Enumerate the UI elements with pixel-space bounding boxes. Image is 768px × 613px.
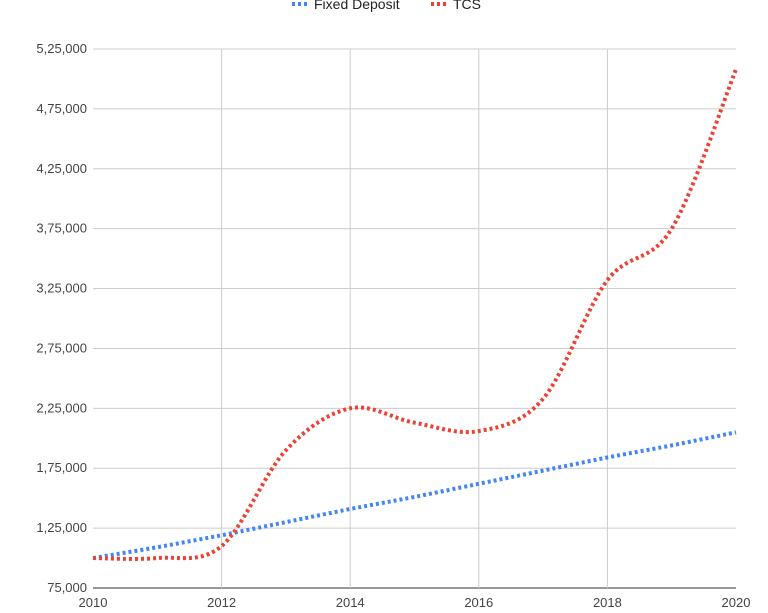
x-tick-label: 2010: [79, 595, 108, 610]
y-tick-label: 3,25,000: [36, 281, 87, 296]
series-line-tcs: [92, 68, 738, 561]
y-axis-ticks: 75,000 1,25,000 1,75,000 2,25,000 2,75,000 3,…: [36, 41, 87, 595]
y-tick-label: 2,75,000: [36, 340, 87, 355]
legend-label-fixed-deposit: Fixed Deposit: [314, 0, 400, 12]
x-tick-label: 2020: [722, 595, 751, 610]
legend: Fixed Deposit TCS: [292, 0, 481, 12]
legend-label-tcs: TCS: [453, 0, 481, 12]
y-tick-label: 5,25,000: [36, 41, 87, 56]
x-axis-ticks: 2010 2012 2014 2016 2018 2020: [79, 595, 751, 610]
series-line-fixed-deposit: [92, 430, 737, 561]
x-tick-label: 2018: [593, 595, 622, 610]
y-tick-label: 2,25,000: [36, 400, 87, 415]
y-tick-label: 1,75,000: [36, 460, 87, 475]
series-group: [92, 68, 738, 561]
x-tick-label: 2012: [207, 595, 236, 610]
y-tick-label: 1,25,000: [36, 520, 87, 535]
x-tick-label: 2016: [464, 595, 493, 610]
x-tick-label: 2014: [336, 595, 365, 610]
y-tick-label: 4,75,000: [36, 101, 87, 116]
y-tick-label: 4,25,000: [36, 161, 87, 176]
y-tick-label: 75,000: [47, 580, 87, 595]
y-tick-label: 3,75,000: [36, 221, 87, 236]
grid: [93, 48, 736, 589]
